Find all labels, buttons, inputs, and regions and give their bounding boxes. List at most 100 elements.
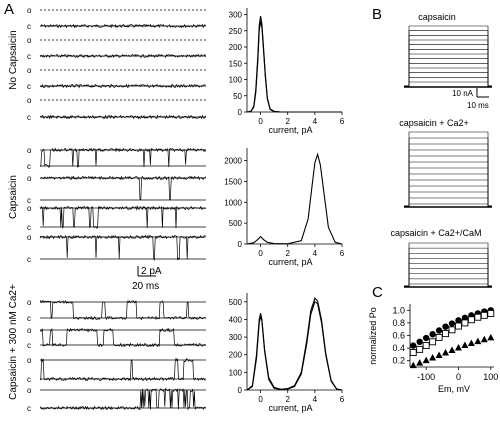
hist-y-tick-label: 2000 <box>224 157 242 166</box>
hist-y-tick-label: 0 <box>238 108 243 117</box>
po-point-circle <box>416 338 423 345</box>
hist-y-tick-label: 150 <box>229 59 243 68</box>
hist-y-tick-label: 1500 <box>224 177 242 186</box>
po-point-square <box>448 326 456 334</box>
trace-level-label-closed: c <box>27 375 31 384</box>
row-label-capsaicin: Capsaicin <box>8 175 19 219</box>
po-y-tick-label: 0.2 <box>392 356 405 366</box>
po-y-tick-label: 0.6 <box>392 331 405 341</box>
po-point-square <box>442 330 449 338</box>
trace-level-label-open: o <box>27 6 32 15</box>
po-point-square <box>474 313 482 321</box>
po-point-circle <box>422 334 430 342</box>
po-point-circle <box>455 317 462 324</box>
panel-b-label-capsaicin: capsaicin <box>418 12 456 22</box>
scale-bar-a: 2 pA 20 ms <box>132 266 162 292</box>
trace-level-label-closed: c <box>27 52 31 61</box>
current-sweep <box>404 39 492 87</box>
current-sweep <box>404 247 492 287</box>
po-x-tick-label: 0 <box>456 372 461 382</box>
po-point-triangle <box>416 359 424 366</box>
scale-bar-a-amplitude: 2 pA <box>141 266 162 277</box>
trace-level-label-closed: c <box>27 223 31 232</box>
channel-trace <box>39 23 206 29</box>
po-point-circle <box>429 331 436 338</box>
channel-trace <box>39 299 206 321</box>
po-point-square <box>422 342 430 350</box>
channel-trace <box>39 147 206 168</box>
current-sweep <box>404 72 492 87</box>
hist-x-tick-label: 4 <box>313 249 318 258</box>
channel-trace <box>39 357 206 382</box>
current-sweep <box>404 131 492 207</box>
hist-y-tick-label: 50 <box>233 92 242 101</box>
po-point-triangle <box>448 346 456 353</box>
hist-x-tick-label: 0 <box>258 249 263 258</box>
trace-level-label-closed: c <box>27 162 31 171</box>
current-sweep <box>404 278 492 287</box>
row-label-no-capsaicin: No Capsaicin <box>8 30 19 89</box>
po-point-square <box>480 311 488 319</box>
channel-trace <box>39 114 206 120</box>
trace-level-label-open: o <box>27 36 32 45</box>
hist-y-tick-label: 200 <box>229 351 243 360</box>
trace-level-label-closed: c <box>27 22 31 31</box>
trace-level-label-open: o <box>27 66 32 75</box>
trace-level-label-open: o <box>27 146 32 155</box>
hist-y-tick-label: 200 <box>229 43 243 52</box>
trace-level-label-open: o <box>27 204 32 213</box>
current-sweep <box>404 67 492 87</box>
channel-trace <box>39 53 206 59</box>
current-sweep <box>404 263 492 287</box>
hist-series-line <box>246 20 342 113</box>
current-sweep <box>404 35 492 87</box>
panel-b-label-capsaicin-calcium-cam: capsaicin + Ca2+/CaM <box>390 228 481 238</box>
po-y-axis-label: normalized Po <box>368 307 378 365</box>
hist-series-line <box>246 297 343 391</box>
po-point-square <box>467 316 475 324</box>
hist-y-tick-label: 0 <box>238 240 243 249</box>
trace-level-label-closed: c <box>27 404 31 413</box>
po-point-triangle <box>461 341 469 348</box>
hist-y-tick-label: 0 <box>238 386 243 395</box>
po-voltage-plot: 0.2 0.4 0.6 0.8 1.0 -100 0 100 Em, mV normalized … <box>368 304 498 394</box>
po-point-square <box>409 349 417 356</box>
channel-trace <box>39 83 206 89</box>
trace-level-label-closed: c <box>27 314 31 323</box>
hist-y-tick-label: 300 <box>229 11 243 20</box>
scale-bar-b-time: 10 ms <box>467 101 489 110</box>
trace-level-label-open: o <box>27 356 32 365</box>
hist-x-tick-label: 6 <box>340 117 345 126</box>
channel-trace <box>39 175 206 201</box>
panel-label-c: C <box>372 284 383 301</box>
current-sweep <box>404 25 492 87</box>
po-point-triangle <box>467 339 475 347</box>
current-sweep <box>404 44 492 87</box>
current-sweep <box>404 161 492 207</box>
trace-level-label-open: o <box>27 233 32 242</box>
trace-level-label-open: o <box>27 298 32 307</box>
trace-level-label-closed: c <box>27 196 31 205</box>
po-point-circle <box>435 327 443 334</box>
current-sweep <box>404 49 492 87</box>
hist-x-tick-label: 4 <box>313 395 318 404</box>
current-sweep <box>404 30 492 87</box>
hist-series-line <box>246 16 342 113</box>
hist-x-tick-label: 6 <box>340 249 345 258</box>
trace-level-label-open: o <box>27 174 32 183</box>
panel-label-a: A <box>4 1 14 18</box>
po-y-tick-label: 1.0 <box>392 305 405 315</box>
current-sweep <box>404 268 492 287</box>
hist-y-tick-label: 400 <box>229 315 243 324</box>
current-sweep <box>404 258 492 287</box>
hist-y-tick-label: 1000 <box>224 198 242 207</box>
po-point-circle <box>410 342 417 349</box>
row-label-capsaicin-calcium: Capsaicin + 300 nM Ca2+ <box>8 284 19 400</box>
channel-trace <box>39 387 206 411</box>
po-point-triangle <box>442 349 450 356</box>
hist-y-tick-label: 100 <box>229 76 243 85</box>
scale-bar-a-time: 20 ms <box>132 281 159 292</box>
current-sweep <box>404 242 492 287</box>
